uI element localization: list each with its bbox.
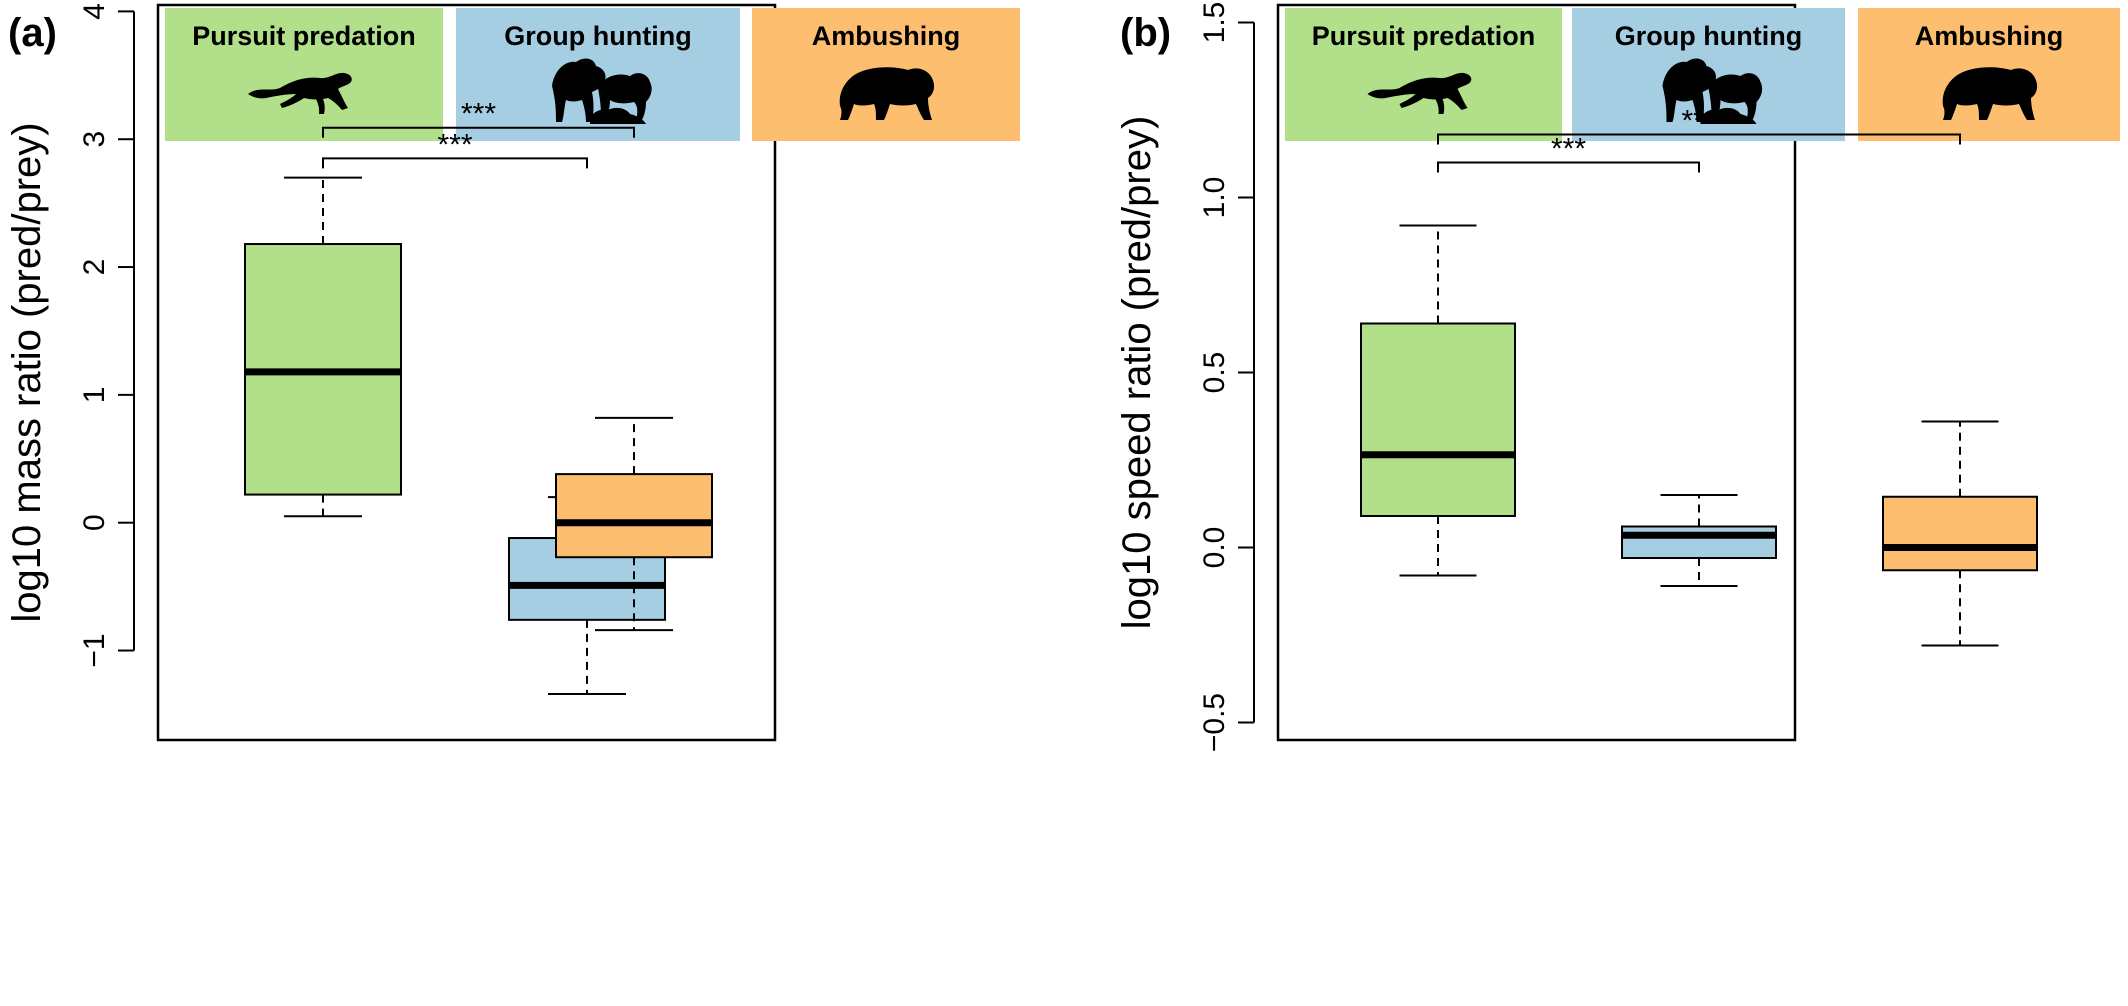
y-tick-label: 0.5: [1198, 352, 1231, 394]
box-3: [555, 416, 713, 632]
iqr-box: [1360, 322, 1516, 517]
y-tick-label: 0.0: [1198, 527, 1231, 569]
plot-frame: [156, 3, 777, 742]
leopard-shape: [839, 67, 935, 120]
bracket-line: [322, 157, 588, 169]
cheetah-body-shape: [1367, 72, 1472, 110]
y-tick-label: −1: [78, 633, 111, 667]
panel-b: −0.5 0.0 0.5 1.0 1.5 log10 speed ratio (pred/…: [1115, 2, 2120, 752]
y-axis-title: log10 mass ratio (pred/prey): [5, 122, 49, 622]
lioness-shape: [598, 73, 652, 120]
box-1: [1360, 224, 1516, 577]
leopard-shape: [1942, 67, 2038, 120]
lioness-shape: [1708, 73, 1763, 120]
lion-shape: [1662, 58, 1717, 122]
significance-label: ***: [1551, 133, 1586, 166]
cheetah-leg-shape: [1432, 90, 1445, 114]
cub-shape: [590, 107, 646, 124]
lion-shape: [552, 58, 606, 122]
significance-label: ***: [1681, 105, 1716, 138]
significance-bracket: ***: [1437, 133, 1700, 173]
y-tick-label: 1.0: [1198, 177, 1231, 219]
significance-bracket: ***: [322, 128, 588, 169]
category-header: [1285, 8, 1562, 141]
significance-bracket: ***: [322, 98, 635, 138]
box-2: [1621, 494, 1777, 587]
significance-label: ***: [461, 98, 496, 131]
category-label: Pursuit predation: [1312, 21, 1536, 51]
significance-label: ***: [437, 128, 472, 161]
bracket-line: [1437, 161, 1700, 173]
y-tick-label: 4: [78, 3, 111, 20]
category-label: Ambushing: [1915, 21, 2064, 51]
panel-label: (b): [1120, 11, 1171, 55]
category-label: Group hunting: [1615, 21, 1802, 51]
lion-pride-icon: [552, 58, 652, 124]
y-tick-label: 3: [78, 131, 111, 148]
running-cheetah-icon: [1367, 72, 1472, 114]
significance-bracket: ***: [1437, 105, 1961, 145]
lion-pride-icon: [1662, 58, 1763, 124]
cheetah-leg-shape: [313, 90, 325, 114]
crouching-leopard-icon: [1942, 67, 2038, 120]
iqr-box: [1621, 525, 1777, 559]
y-tick-label: −0.5: [1198, 693, 1231, 752]
bracket-line: [322, 126, 635, 138]
cheetah-body-shape: [248, 72, 352, 110]
category-label: Group hunting: [504, 21, 691, 51]
y-axis-title: log10 speed ratio (pred/prey): [1115, 116, 1159, 630]
y-tick-label: 2: [78, 259, 111, 276]
category-label: Pursuit predation: [192, 21, 416, 51]
plot-frame: [1276, 3, 1797, 742]
y-tick-label: 1: [78, 387, 111, 404]
crouching-leopard-icon: [839, 67, 935, 120]
running-cheetah-icon: [248, 72, 352, 114]
category-header: [165, 8, 443, 141]
panel-label: (a): [8, 11, 57, 55]
box-1: [244, 176, 402, 518]
iqr-box: [555, 473, 713, 559]
panel-a: −1 0 1 2 3 4 log10 mass ratio (pred/prey) (a) Pu…: [5, 3, 1020, 742]
cub-shape: [1700, 107, 1757, 124]
y-tick-label: 0: [78, 514, 111, 531]
iqr-box: [1882, 495, 2038, 572]
box-3: [1882, 420, 2038, 647]
category-label: Ambushing: [812, 21, 961, 51]
y-tick-label: 1.5: [1198, 2, 1231, 44]
bracket-line: [1437, 133, 1961, 145]
